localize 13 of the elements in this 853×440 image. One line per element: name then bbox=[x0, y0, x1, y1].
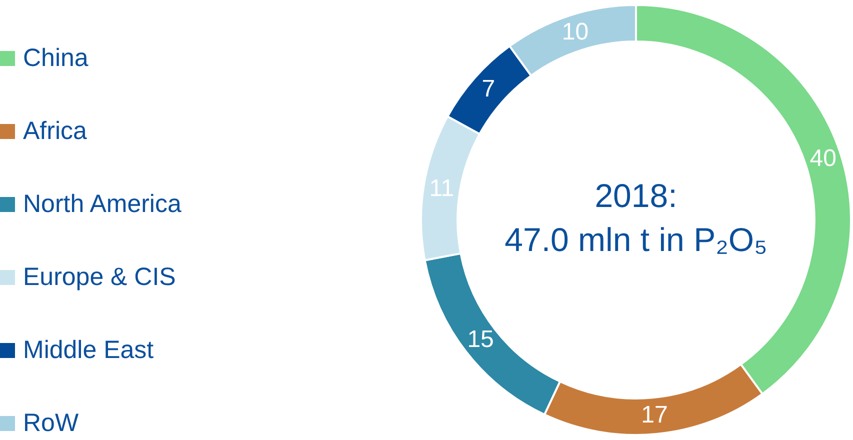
legend-label: RoW bbox=[23, 409, 79, 438]
text: 2018: bbox=[594, 177, 678, 214]
data-label: 17 bbox=[641, 401, 668, 428]
data-label: 10 bbox=[562, 18, 589, 46]
legend-label: Middle East bbox=[23, 336, 154, 365]
data-label: 7 bbox=[482, 76, 496, 103]
legend-label: China bbox=[23, 44, 88, 73]
data-label: 40 bbox=[810, 144, 836, 172]
text: 47.0 mln t in P₂O₅ bbox=[504, 221, 768, 258]
legend-label: North America bbox=[23, 190, 182, 219]
legend-label: Europe & CIS bbox=[23, 263, 176, 292]
data-label: 15 bbox=[467, 326, 494, 354]
legend-label: Africa bbox=[23, 117, 87, 146]
